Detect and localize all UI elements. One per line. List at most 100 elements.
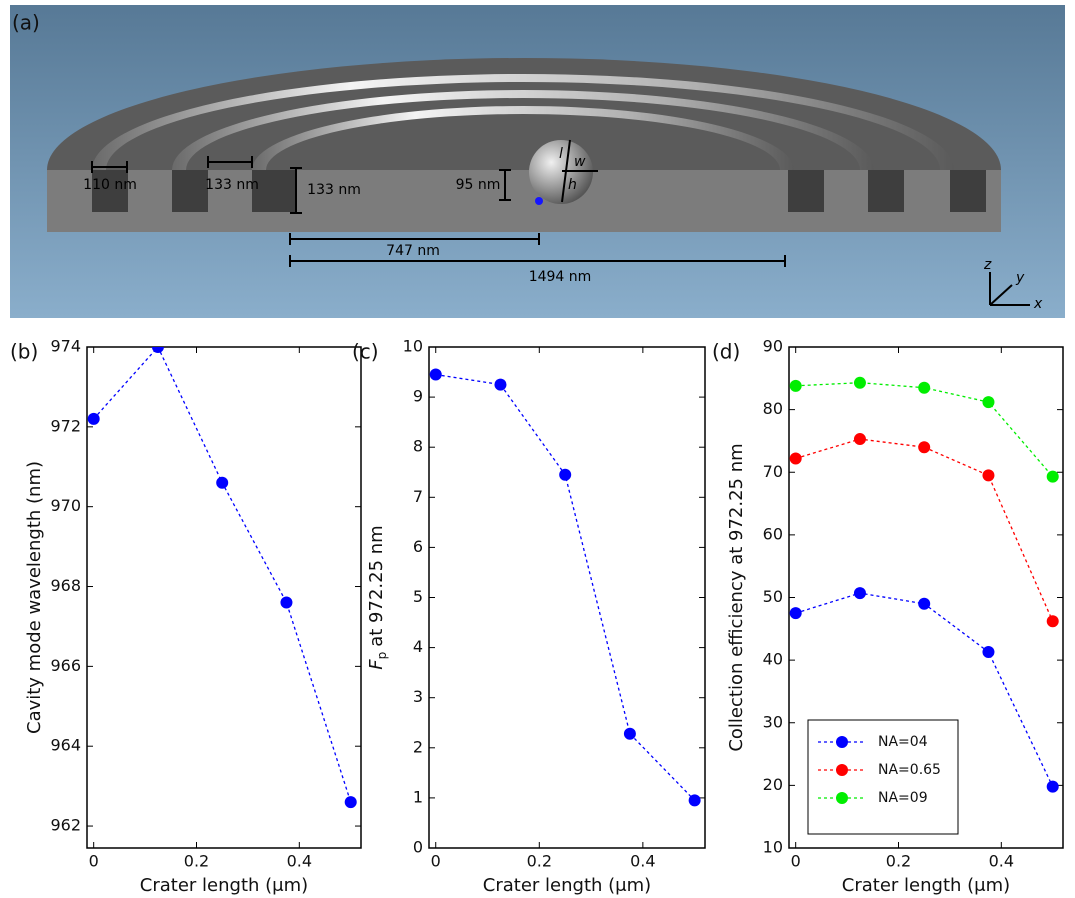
y-tick-label: 9 [413, 387, 423, 406]
data-point [982, 469, 994, 481]
trench [788, 170, 824, 212]
y-tick-label: 3 [413, 687, 423, 706]
y-label-text: at 972.25 nm [366, 525, 387, 646]
y-tick-label: 70 [763, 462, 783, 481]
y-tick-label: 5 [413, 587, 423, 606]
chart: 10203040506070809000.20.4Crater length (… [712, 337, 1063, 897]
y-axis-label: Fp at 972.25 nm [366, 525, 389, 669]
data-point [345, 796, 357, 808]
data-point [1047, 615, 1059, 627]
panel-label: (a) [12, 11, 40, 35]
dimension-label: 110 nm [83, 177, 137, 193]
y-tick-label: 970 [50, 496, 81, 515]
y-tick-label: 962 [50, 816, 81, 835]
axis-label: x [1033, 296, 1043, 312]
legend-label: NA=04 [878, 734, 928, 750]
panel-label: (d) [712, 340, 740, 364]
data-point [982, 396, 994, 408]
panel-a: (a) 110 nm 133 nm 133 nm 95 nm 747 nm 14… [10, 5, 1065, 318]
data-point [918, 598, 930, 610]
y-tick-label: 2 [413, 737, 423, 756]
dimension-label: 133 nm [307, 182, 361, 198]
y-tick-label: 90 [763, 337, 783, 356]
y-tick-label: 40 [763, 650, 783, 669]
x-axis-label: Crater length (μm) [483, 875, 651, 896]
y-tick-label: 8 [413, 437, 423, 456]
x-axis-label: Crater length (μm) [140, 875, 308, 896]
trench [172, 170, 208, 212]
y-tick-label: 964 [50, 736, 81, 755]
x-tick-label: 0.2 [527, 852, 552, 871]
sphere-label: w [574, 154, 586, 170]
figure: (a) 110 nm 133 nm 133 nm 95 nm 747 nm 14… [0, 0, 1075, 898]
data-point [216, 477, 228, 489]
data-point [790, 452, 802, 464]
y-tick-label: 974 [50, 337, 81, 356]
data-point [280, 596, 292, 608]
panel-label: (b) [10, 340, 38, 364]
y-tick-label: 80 [763, 399, 783, 418]
data-point [1047, 781, 1059, 793]
trench [950, 170, 986, 212]
dimension-label: 133 nm [205, 177, 259, 193]
y-tick-label: 10 [403, 337, 423, 356]
y-tick-label: 6 [413, 537, 423, 556]
dimension-label: 1494 nm [529, 269, 592, 285]
x-tick-label: 0.2 [886, 852, 911, 871]
data-point [982, 646, 994, 658]
data-point [790, 607, 802, 619]
legend-swatch [836, 736, 848, 748]
y-tick-label: 0 [413, 838, 423, 857]
sphere-label: h [568, 177, 577, 193]
data-point [854, 377, 866, 389]
data-point [430, 369, 442, 381]
data-point [854, 433, 866, 445]
data-point [494, 379, 506, 391]
y-tick-label: 1 [413, 787, 423, 806]
trench [868, 170, 904, 212]
data-point [854, 587, 866, 599]
x-tick-label: 0 [791, 852, 801, 871]
y-tick-label: 20 [763, 775, 783, 794]
y-tick-label: 7 [413, 487, 423, 506]
y-tick-label: 966 [50, 656, 81, 675]
legend-label: NA=09 [878, 790, 928, 806]
legend-swatch [836, 764, 848, 776]
y-tick-label: 30 [763, 712, 783, 731]
data-point [918, 441, 930, 453]
data-point [918, 382, 930, 394]
legend-label: NA=0.65 [878, 762, 941, 778]
data-point [790, 380, 802, 392]
data-point [689, 794, 701, 806]
y-tick-label: 4 [413, 637, 423, 656]
data-point [88, 413, 100, 425]
x-tick-label: 0.4 [989, 852, 1014, 871]
y-tick-label: 968 [50, 576, 81, 595]
legend-swatch [836, 792, 848, 804]
x-tick-label: 0 [89, 852, 99, 871]
x-tick-label: 0 [431, 852, 441, 871]
y-tick-label: 972 [50, 416, 81, 435]
panel-label: (c) [352, 340, 379, 364]
y-axis-label: Cavity mode wavelength (nm) [24, 461, 45, 734]
emitter [535, 197, 543, 205]
y-tick-label: 60 [763, 524, 783, 543]
data-point [624, 728, 636, 740]
sphere-label: l [559, 146, 563, 162]
dimension-label: 747 nm [386, 243, 440, 259]
plot-frame [87, 347, 361, 848]
x-tick-label: 0.4 [287, 852, 312, 871]
y-label-subscript: p [375, 652, 389, 660]
data-point [152, 341, 164, 353]
chart: 962 964 966 968 970 972 974 0 0.2 0.4 Crater lengt… [10, 337, 361, 897]
axis-label: y [1015, 270, 1025, 286]
y-label-symbol: F [366, 659, 387, 670]
page: (a) 110 nm 133 nm 133 nm 95 nm 747 nm 14… [0, 0, 1075, 898]
x-tick-label: 0.4 [630, 852, 655, 871]
y-tick-label: 10 [763, 838, 783, 857]
data-point [559, 469, 571, 481]
x-tick-label: 0.2 [184, 852, 209, 871]
y-axis-label: Collection efficiency at 972.25 nm [726, 443, 747, 751]
axis-label: z [983, 257, 992, 273]
plot-frame [429, 347, 705, 848]
